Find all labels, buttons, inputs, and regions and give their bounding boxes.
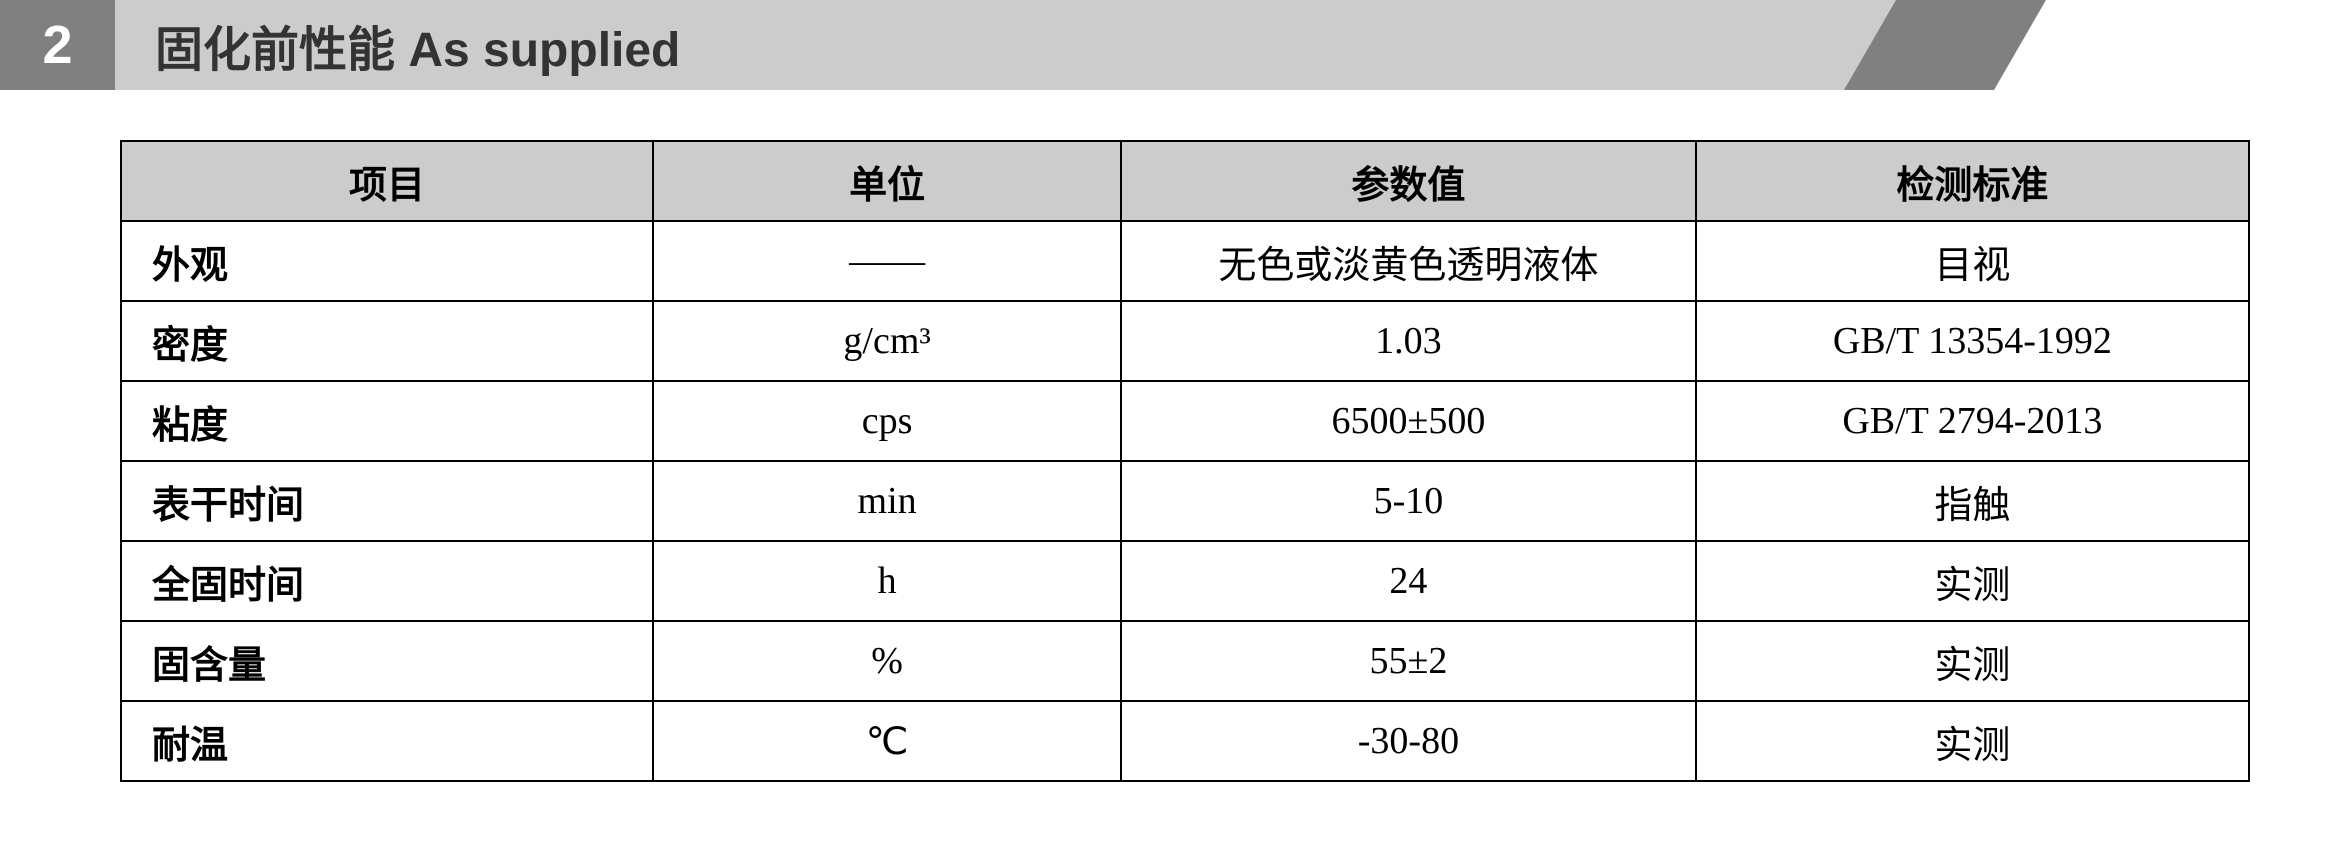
table-row: 耐温 ℃ -30-80 实测 xyxy=(121,701,2249,781)
cell-unit: ℃ xyxy=(653,701,1121,781)
cell-unit: g/cm³ xyxy=(653,301,1121,381)
section-number-box: 2 xyxy=(0,0,115,90)
cell-value: 1.03 xyxy=(1121,301,1696,381)
col-header-standard: 检测标准 xyxy=(1696,141,2249,221)
cell-standard: 指触 xyxy=(1696,461,2249,541)
cell-standard: 实测 xyxy=(1696,621,2249,701)
table-header-row: 项目 单位 参数值 检测标准 xyxy=(121,141,2249,221)
cell-standard: 实测 xyxy=(1696,701,2249,781)
cell-value: -30-80 xyxy=(1121,701,1696,781)
cell-standard: GB/T 13354-1992 xyxy=(1696,301,2249,381)
cell-value: 无色或淡黄色透明液体 xyxy=(1121,221,1696,301)
section-title-bar: 固化前性能 As supplied xyxy=(115,0,2330,90)
cell-unit: % xyxy=(653,621,1121,701)
cell-standard: 实测 xyxy=(1696,541,2249,621)
cell-standard: 目视 xyxy=(1696,221,2249,301)
table-row: 粘度 cps 6500±500 GB/T 2794-2013 xyxy=(121,381,2249,461)
cell-unit: h xyxy=(653,541,1121,621)
col-header-unit: 单位 xyxy=(653,141,1121,221)
cell-standard: GB/T 2794-2013 xyxy=(1696,381,2249,461)
properties-table: 项目 单位 参数值 检测标准 外观 —— 无色或淡黄色透明液体 目视 密度 g/… xyxy=(120,140,2250,782)
table-row: 全固时间 h 24 实测 xyxy=(121,541,2249,621)
cell-item: 外观 xyxy=(121,221,653,301)
table-row: 表干时间 min 5-10 指触 xyxy=(121,461,2249,541)
col-header-item: 项目 xyxy=(121,141,653,221)
cell-item: 表干时间 xyxy=(121,461,653,541)
cell-item: 耐温 xyxy=(121,701,653,781)
cell-item: 固含量 xyxy=(121,621,653,701)
cell-value: 5-10 xyxy=(1121,461,1696,541)
cell-unit: —— xyxy=(653,221,1121,301)
table-row: 密度 g/cm³ 1.03 GB/T 13354-1992 xyxy=(121,301,2249,381)
section-number: 2 xyxy=(42,14,72,76)
cell-unit: min xyxy=(653,461,1121,541)
section-header: 2 固化前性能 As supplied xyxy=(0,0,2330,90)
table-row: 固含量 % 55±2 实测 xyxy=(121,621,2249,701)
col-header-value: 参数值 xyxy=(1121,141,1696,221)
table-row: 外观 —— 无色或淡黄色透明液体 目视 xyxy=(121,221,2249,301)
cell-item: 密度 xyxy=(121,301,653,381)
cell-item: 全固时间 xyxy=(121,541,653,621)
properties-table-container: 项目 单位 参数值 检测标准 外观 —— 无色或淡黄色透明液体 目视 密度 g/… xyxy=(120,140,2250,782)
cell-value: 24 xyxy=(1121,541,1696,621)
cell-unit: cps xyxy=(653,381,1121,461)
cell-value: 6500±500 xyxy=(1121,381,1696,461)
section-title: 固化前性能 As supplied xyxy=(155,10,680,80)
cell-item: 粘度 xyxy=(121,381,653,461)
cell-value: 55±2 xyxy=(1121,621,1696,701)
